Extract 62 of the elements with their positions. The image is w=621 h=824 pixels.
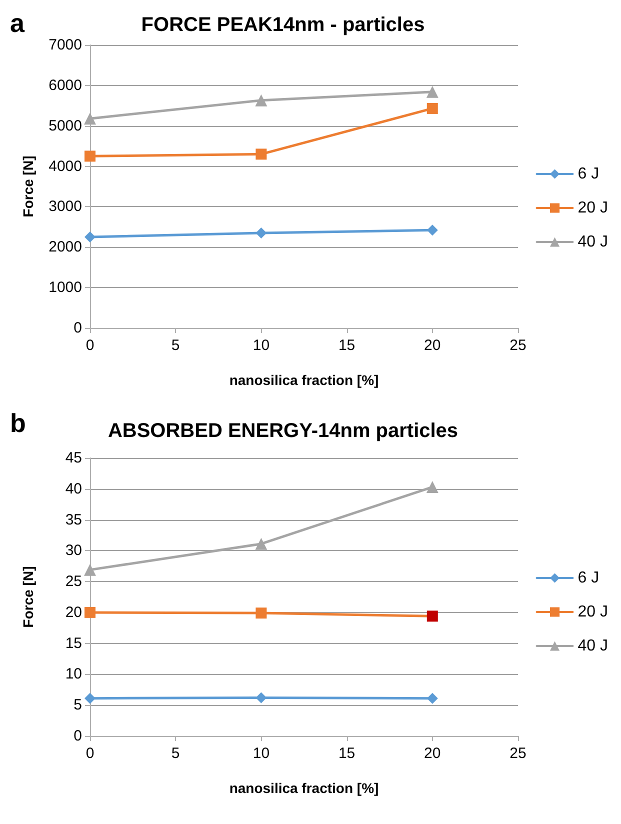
point — [426, 224, 438, 236]
point — [255, 538, 268, 550]
point — [84, 112, 96, 125]
point — [84, 232, 96, 243]
point — [256, 148, 267, 160]
legend-label: 20 J — [578, 604, 608, 620]
point — [255, 94, 268, 106]
y-tick-label: 4000 — [48, 158, 82, 175]
y-axis-title: Force [N] — [20, 566, 36, 628]
y-tick-label: 25 — [65, 573, 82, 590]
point — [256, 608, 267, 619]
x-tick-label: 10 — [252, 745, 270, 762]
point — [426, 481, 438, 494]
text: a — [10, 8, 25, 38]
legend-label: 40 J — [578, 234, 608, 250]
x-tick-label: 15 — [338, 745, 356, 762]
x-tick-label: 20 — [424, 337, 441, 354]
y-tick-label: 1000 — [48, 279, 82, 296]
x-tick-label: 20 — [424, 745, 441, 762]
y-tick-label: 6000 — [48, 76, 82, 94]
point — [426, 692, 438, 704]
chart-title: FORCE PEAK14nm - particles — [141, 14, 425, 36]
y-tick-label: 5 — [74, 696, 82, 714]
point — [256, 227, 267, 238]
point — [84, 150, 96, 162]
y-tick-label: 0 — [74, 320, 82, 336]
chart-title: ABSORBED ENERGY-14nm particles — [108, 420, 458, 442]
y-tick-label: 0 — [74, 728, 82, 744]
x-tick-label: 0 — [86, 337, 94, 354]
x-tick-label: 15 — [338, 337, 356, 354]
x-tick-label: 5 — [171, 745, 180, 762]
text: b — [10, 408, 26, 438]
point — [256, 692, 267, 704]
y-tick-label: 35 — [65, 511, 82, 528]
point — [84, 692, 96, 704]
point — [84, 606, 96, 618]
x-tick-label: 10 — [252, 337, 270, 354]
y-tick-label: 10 — [65, 666, 82, 683]
x-axis-title: nanosilica fraction [%] — [229, 780, 379, 796]
y-tick-label: 3000 — [48, 198, 82, 216]
point — [426, 610, 438, 622]
y-tick-label: 20 — [65, 604, 82, 621]
point — [84, 564, 96, 576]
y-tick-label: 30 — [65, 542, 82, 560]
x-axis-title: nanosilica fraction [%] — [229, 372, 379, 388]
x-tick-label: 25 — [510, 745, 526, 762]
y-tick-label: 15 — [65, 634, 82, 652]
legend-label: 20 J — [578, 200, 608, 216]
x-tick-label: 0 — [86, 745, 94, 762]
x-tick-label: 25 — [510, 337, 526, 354]
point — [426, 102, 438, 114]
y-tick-label: 5000 — [48, 117, 82, 134]
x-tick-label: 5 — [171, 337, 180, 354]
point — [426, 86, 438, 98]
y-tick-label: 40 — [65, 480, 82, 498]
y-axis-title: Force [N] — [20, 156, 36, 218]
legend-label: 40 J — [578, 638, 608, 654]
legend-label: 6 J — [578, 166, 600, 182]
y-tick-label: 2000 — [48, 238, 82, 256]
y-tick-label: 7000 — [48, 36, 82, 54]
legend-label: 6 J — [578, 570, 600, 586]
y-tick-label: 45 — [65, 450, 82, 466]
